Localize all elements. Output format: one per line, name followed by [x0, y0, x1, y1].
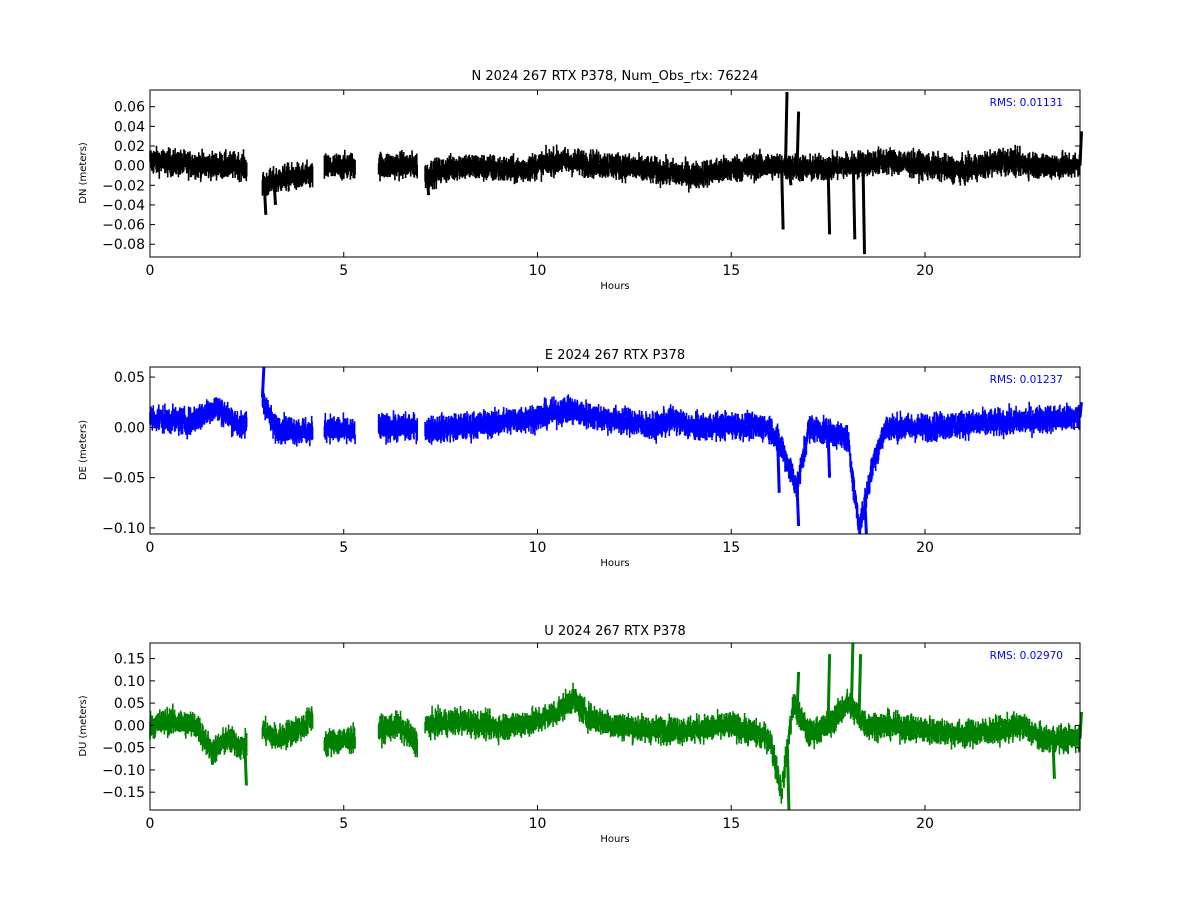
data-spike	[795, 111, 801, 168]
data-spike	[863, 501, 868, 535]
x-tick-label: 0	[146, 263, 155, 279]
x-tick-label: 5	[339, 816, 348, 832]
y-tick-label: −0.06	[102, 218, 145, 234]
x-axis-label: Hours	[600, 834, 629, 845]
data-spike	[795, 671, 801, 711]
data-spike	[861, 163, 866, 255]
y-tick-label: 0.04	[114, 119, 145, 135]
data-spike	[780, 166, 785, 230]
plot-frame	[149, 89, 1081, 258]
y-tick-label: −0.08	[102, 237, 145, 253]
x-tick-label: 15	[722, 263, 740, 279]
data-spike	[243, 745, 248, 786]
x-tick-label: 15	[722, 540, 740, 556]
data-spike	[1051, 738, 1056, 779]
y-tick-label: −0.05	[102, 741, 145, 757]
data-spike	[849, 642, 855, 708]
y-tick-label: 0.15	[114, 652, 145, 668]
x-tick-label: 20	[916, 263, 934, 279]
data-spike	[260, 366, 266, 398]
y-tick-label: −0.04	[102, 198, 145, 214]
y-tick-label: 0.00	[114, 718, 145, 734]
data-spike	[826, 432, 832, 478]
panel-title: N 2024 267 RTX P378, Num_Obs_rtx: 76224	[472, 69, 759, 84]
y-axis-label: DE (meters)	[78, 420, 89, 480]
north-panel: N 2024 267 RTX P378, Num_Obs_rtx: 76224 …	[78, 69, 1083, 292]
y-tick-label: 0.05	[114, 370, 145, 386]
x-tick-label: 5	[339, 540, 348, 556]
plot-frame	[149, 366, 1081, 535]
y-tick-label: −0.10	[102, 521, 145, 537]
y-tick-label: 0.05	[114, 696, 145, 712]
data-spike	[785, 747, 791, 811]
y-axis-label: DU (meters)	[78, 695, 89, 756]
x-tick-label: 15	[722, 816, 740, 832]
y-axis-ticks: −0.10 −0.05 0.00 0.05	[102, 370, 1080, 537]
panel-title: U 2024 267 RTX P378	[544, 624, 686, 639]
x-tick-label: 10	[529, 263, 547, 279]
y-axis-ticks: −0.08 −0.06 −0.04 −0.02 0.00 0.02 0.04 0.06	[102, 100, 1080, 253]
data-points	[149, 91, 1083, 255]
data-spike	[857, 654, 863, 717]
y-tick-label: −0.05	[102, 471, 145, 487]
data-spike	[272, 181, 277, 205]
y-tick-label: 0.00	[114, 159, 145, 175]
y-axis-label: DN (meters)	[78, 142, 89, 204]
data-spike	[776, 440, 781, 493]
data-spike	[851, 164, 857, 240]
x-axis-label: Hours	[600, 558, 629, 569]
x-axis-ticks: 0 5 10 15 20	[146, 90, 934, 279]
data-spike	[784, 91, 789, 167]
rms-annotation: RMS: 0.02970	[990, 650, 1063, 662]
panel-title: E 2024 267 RTX P378	[545, 348, 685, 363]
x-tick-label: 0	[146, 540, 155, 556]
y-tick-label: −0.02	[102, 178, 145, 194]
x-axis-ticks: 0 5 10 15 20	[146, 367, 934, 556]
x-axis-ticks: 0 5 10 15 20	[146, 643, 934, 832]
x-axis-label: Hours	[600, 281, 629, 292]
x-tick-label: 5	[339, 263, 348, 279]
x-tick-label: 20	[916, 816, 934, 832]
data-spike	[826, 654, 832, 726]
data-spike	[826, 167, 832, 235]
east-panel: E 2024 267 RTX P378 0 5 10 15 20 −0.10−0.050…	[78, 348, 1083, 569]
y-tick-label: 0.02	[114, 139, 145, 155]
y-tick-label: 0.06	[114, 100, 145, 116]
y-tick-label: 0.10	[114, 674, 145, 690]
x-tick-label: 10	[529, 816, 547, 832]
data-spike	[262, 184, 268, 215]
y-tick-label: 0.00	[114, 420, 145, 436]
up-panel: U 2024 267 RTX P378 0 5 10 15 20 −0.15−0.10−…	[78, 624, 1083, 845]
data-spike	[795, 487, 801, 527]
plot-frame	[149, 642, 1081, 811]
y-tick-label: −0.15	[102, 785, 145, 801]
data-spike	[787, 166, 793, 186]
x-tick-label: 0	[146, 816, 155, 832]
data-spike	[425, 174, 431, 196]
rms-annotation: RMS: 0.01237	[990, 374, 1063, 386]
x-tick-label: 10	[529, 540, 547, 556]
data-spike	[849, 467, 855, 478]
y-tick-label: −0.10	[102, 763, 145, 779]
x-tick-label: 20	[916, 540, 934, 556]
rms-annotation: RMS: 0.01131	[990, 97, 1063, 109]
y-axis-ticks: −0.15 −0.10 −0.05 0.00 0.05 0.10 0.15	[102, 652, 1080, 801]
